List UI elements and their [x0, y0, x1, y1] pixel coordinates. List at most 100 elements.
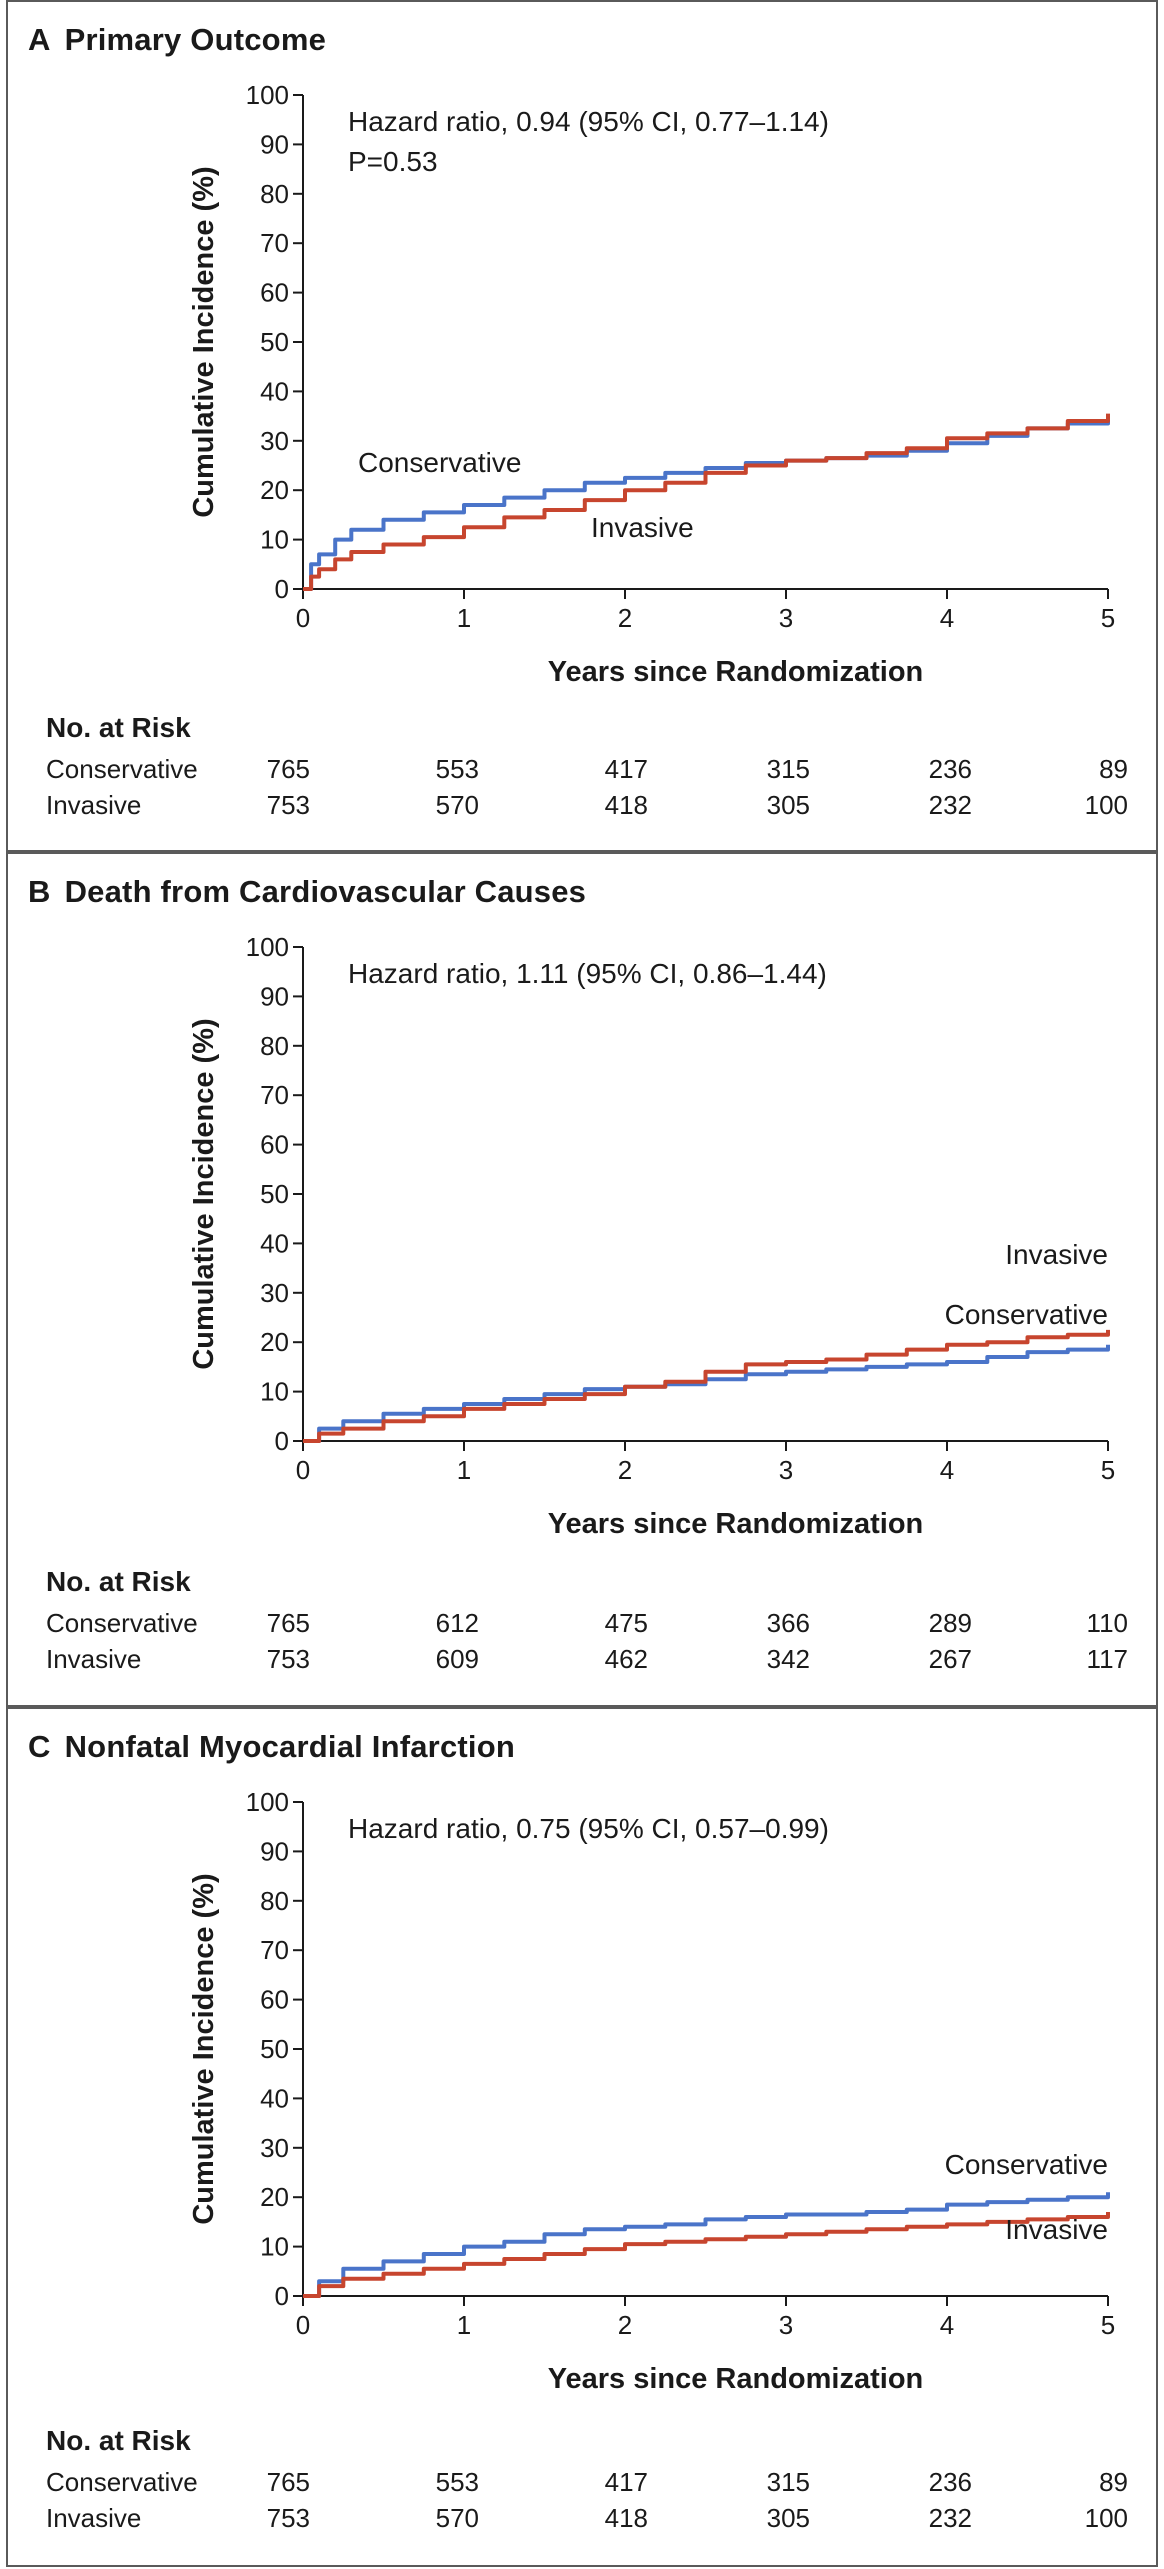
- x-tick-label: 4: [940, 1455, 954, 1485]
- y-axis-title: Cumulative Incidence (%): [188, 1018, 220, 1369]
- y-tick-label: 60: [260, 1985, 289, 2015]
- risk-row-label: Invasive: [46, 1644, 142, 1674]
- y-tick-label: 10: [260, 1377, 289, 1407]
- risk-cell: 753: [266, 790, 310, 820]
- y-tick-label: 60: [260, 1130, 289, 1160]
- risk-cell: 570: [435, 2503, 479, 2533]
- y-tick-label: 40: [260, 1228, 289, 1258]
- p-value-text: P=0.53: [348, 146, 438, 177]
- risk-row-invasive: Invasive 753 609 462 342 267 117: [8, 1644, 1156, 1678]
- panel-letter: C: [28, 1729, 51, 1764]
- risk-cell: 305: [766, 790, 810, 820]
- series-line-conservative: [303, 1344, 1110, 1443]
- series-label-invasive: Invasive: [1005, 1239, 1108, 1270]
- panel-nonfatal-mi: C Nonfatal Myocardial Infarction Hazard r…: [6, 1707, 1158, 2567]
- x-tick-label: 0: [296, 1455, 310, 1485]
- y-tick-label: 50: [260, 1179, 289, 1209]
- risk-cell: 553: [435, 754, 479, 784]
- y-tick-label: 80: [260, 1886, 289, 1916]
- series-label-invasive: Invasive: [591, 512, 694, 543]
- plot-area: 0 10 20 30 40 50 60 70 80 90 100 0 1 2 3 4 5 Years since …: [188, 80, 1115, 688]
- y-tick-label: 30: [260, 2133, 289, 2163]
- risk-cell: 110: [1086, 1608, 1128, 1638]
- x-tick-label: 5: [1101, 1455, 1115, 1485]
- risk-row-label: Conservative: [46, 1608, 198, 1638]
- x-tick-label: 2: [618, 2310, 632, 2340]
- risk-cell: 89: [1099, 754, 1128, 784]
- y-tick-label: 50: [260, 327, 289, 357]
- risk-cell: 417: [604, 2467, 648, 2497]
- risk-row-conservative: Conservative 765 553 417 315 236 89: [8, 2467, 1156, 2501]
- risk-cell: 418: [604, 790, 648, 820]
- x-tick-label: 5: [1101, 2310, 1115, 2340]
- y-axis-title: Cumulative Incidence (%): [188, 166, 220, 517]
- y-tick-label: 70: [260, 1935, 289, 1965]
- risk-cell: 342: [766, 1644, 810, 1674]
- panel-title-text: Primary Outcome: [64, 22, 327, 57]
- x-tick-label: 4: [940, 2310, 954, 2340]
- y-tick-label: 50: [260, 2034, 289, 2064]
- risk-cell: 100: [1084, 2503, 1128, 2533]
- y-tick-label: 40: [260, 376, 289, 406]
- risk-cell: 765: [266, 1608, 310, 1638]
- x-tick-label: 0: [296, 603, 310, 633]
- hazard-ratio-text: Hazard ratio, 0.94 (95% CI, 0.77–1.14): [348, 106, 829, 137]
- y-tick-label: 70: [260, 228, 289, 258]
- risk-cell: 236: [928, 2467, 972, 2497]
- risk-cell: 765: [266, 754, 310, 784]
- risk-cell: 315: [766, 754, 810, 784]
- risk-cell: 100: [1084, 790, 1128, 820]
- risk-cell: 232: [928, 790, 972, 820]
- risk-cell: 117: [1086, 1644, 1128, 1674]
- y-tick-label: 40: [260, 2083, 289, 2113]
- hazard-ratio-text: Hazard ratio, 0.75 (95% CI, 0.57–0.99): [348, 1813, 829, 1844]
- series-line-conservative: [303, 2192, 1110, 2298]
- x-axis-title: Years since Randomization: [548, 2363, 924, 2395]
- risk-cell: 289: [928, 1608, 972, 1638]
- x-tick-label: 3: [779, 2310, 793, 2340]
- risk-cell: 609: [435, 1644, 479, 1674]
- risk-cell: 267: [928, 1644, 972, 1674]
- panel-letter: B: [28, 874, 51, 909]
- risk-row-label: Conservative: [46, 754, 198, 784]
- series-line-conservative: [303, 418, 1110, 591]
- x-tick-label: 1: [457, 603, 471, 633]
- panel-cardiovascular-death: B Death from Cardiovascular Causes Hazard…: [6, 852, 1158, 1707]
- risk-cell: 89: [1099, 2467, 1128, 2497]
- y-tick-label: 90: [260, 129, 289, 159]
- hazard-ratio-text: Hazard ratio, 1.11 (95% CI, 0.86–1.44): [348, 958, 827, 989]
- y-tick-label: 0: [275, 2281, 289, 2311]
- x-tick-label: 0: [296, 2310, 310, 2340]
- risk-cell: 366: [766, 1608, 810, 1638]
- risk-cell: 553: [435, 2467, 479, 2497]
- panel-primary-outcome: A Primary Outcome Hazard ratio, 0.94 (95%…: [6, 0, 1158, 852]
- x-axis-title: Years since Randomization: [548, 656, 924, 688]
- panel-title: C Nonfatal Myocardial Infarction: [28, 1729, 515, 1765]
- y-tick-label: 30: [260, 426, 289, 456]
- panel-title-text: Nonfatal Myocardial Infarction: [64, 1729, 515, 1764]
- x-axis-title: Years since Randomization: [548, 1508, 924, 1540]
- x-tick-label: 2: [618, 603, 632, 633]
- risk-table-title: No. at Risk: [46, 2425, 191, 2456]
- x-tick-label: 4: [940, 603, 954, 633]
- y-tick-label: 10: [260, 525, 289, 555]
- risk-cell: 570: [435, 790, 479, 820]
- y-tick-label: 0: [275, 574, 289, 604]
- series-line-invasive: [303, 1329, 1110, 1443]
- risk-cell: 315: [766, 2467, 810, 2497]
- risk-row-invasive: Invasive 753 570 418 305 232 100: [8, 790, 1156, 824]
- plot-area: 0 10 20 30 40 50 60 70 80 90 100 0 1 2 3 4 5 Years since …: [188, 1787, 1115, 2395]
- risk-cell: 753: [266, 1644, 310, 1674]
- panel-title: B Death from Cardiovascular Causes: [28, 874, 586, 910]
- risk-cell: 236: [928, 754, 972, 784]
- series-label-invasive: Invasive: [1005, 2214, 1108, 2245]
- risk-row-conservative: Conservative 765 553 417 315 236 89: [8, 754, 1156, 788]
- x-tick-label: 3: [779, 1455, 793, 1485]
- y-tick-label: 90: [260, 981, 289, 1011]
- risk-cell: 232: [928, 2503, 972, 2533]
- x-tick-label: 5: [1101, 603, 1115, 633]
- series-line-invasive: [303, 2212, 1110, 2298]
- risk-row-invasive: Invasive 753 570 418 305 232 100: [8, 2503, 1156, 2537]
- series-label-conservative: Conservative: [945, 1299, 1108, 1330]
